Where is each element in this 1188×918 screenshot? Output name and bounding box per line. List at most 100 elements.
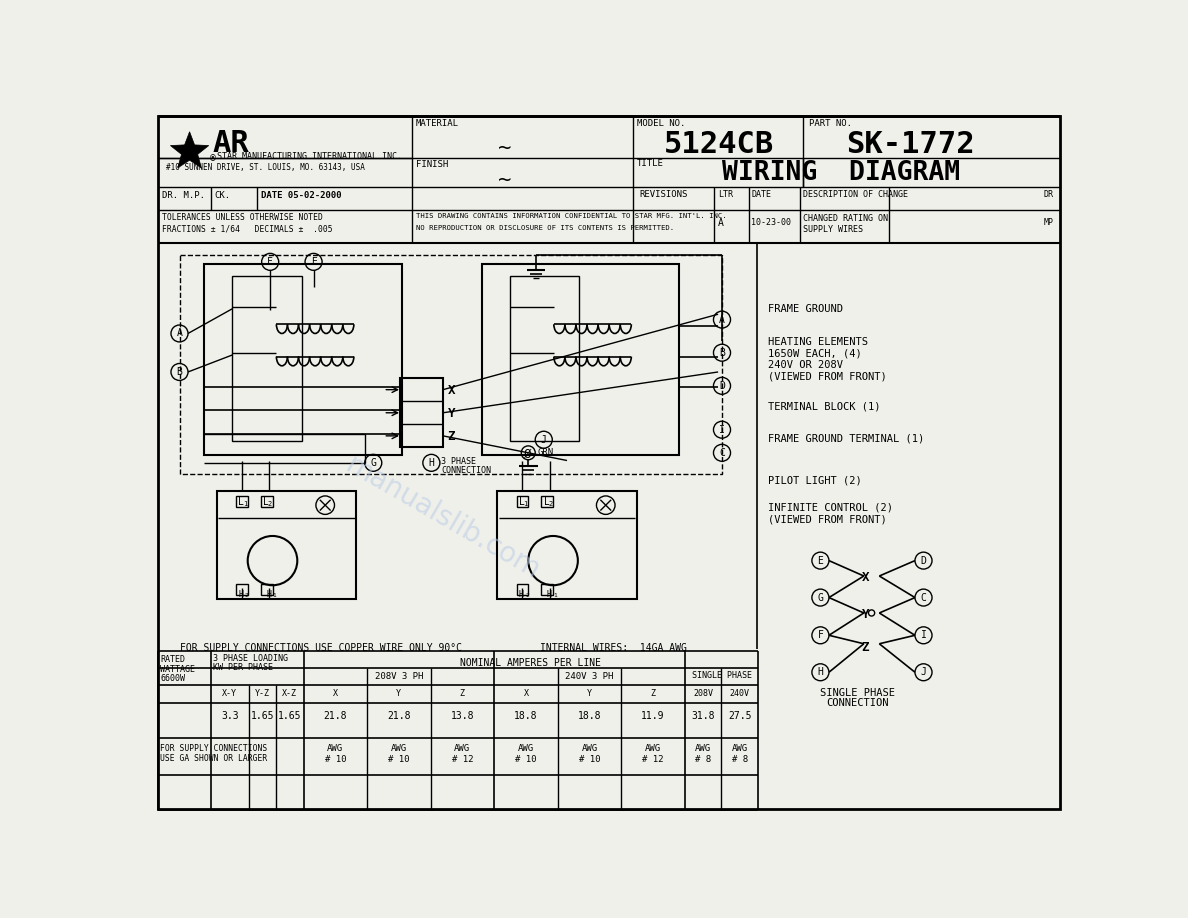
Text: B: B: [719, 348, 725, 358]
Text: manualslib.com: manualslib.com: [341, 451, 545, 586]
Text: KW PER PHASE: KW PER PHASE: [213, 663, 273, 672]
Text: AWG: AWG: [327, 744, 343, 753]
Text: H: H: [429, 458, 435, 468]
Text: (VIEWED FROM FRONT): (VIEWED FROM FRONT): [769, 514, 887, 524]
Text: INTERNAL WIRES:  14GA AWG: INTERNAL WIRES: 14GA AWG: [539, 643, 687, 653]
Text: AWG: AWG: [695, 744, 712, 753]
Text: ®: ®: [210, 153, 216, 163]
Text: H: H: [519, 590, 524, 599]
Text: FRAME GROUND: FRAME GROUND: [769, 304, 843, 314]
Text: C: C: [719, 448, 725, 458]
Text: WATTAGE: WATTAGE: [160, 665, 195, 674]
Text: 208V 3 PH: 208V 3 PH: [374, 672, 423, 681]
Text: GRN: GRN: [537, 448, 554, 457]
Text: L: L: [544, 498, 550, 508]
Text: 13.8: 13.8: [450, 711, 474, 721]
Text: # 10: # 10: [324, 755, 346, 764]
Polygon shape: [170, 131, 209, 168]
Text: G: G: [817, 593, 823, 602]
Text: DATE 05-02-2000: DATE 05-02-2000: [261, 191, 341, 200]
Text: MATERIAL: MATERIAL: [416, 119, 459, 129]
Text: L: L: [264, 498, 268, 508]
Text: # 8: # 8: [695, 755, 712, 764]
Text: H: H: [817, 667, 823, 677]
Text: # 8: # 8: [732, 755, 748, 764]
Text: X: X: [448, 385, 455, 397]
Text: NO REPRODUCTION OR DISCLOSURE OF ITS CONTENTS IS PERMITTED.: NO REPRODUCTION OR DISCLOSURE OF ITS CON…: [416, 225, 674, 231]
Text: PART NO.: PART NO.: [809, 118, 852, 128]
Text: 21.8: 21.8: [323, 711, 347, 721]
Text: SUPPLY WIRES: SUPPLY WIRES: [803, 225, 862, 234]
Text: AR: AR: [211, 129, 248, 158]
Text: AWG: AWG: [518, 744, 533, 753]
Text: G: G: [371, 458, 377, 468]
Text: L: L: [519, 498, 525, 508]
Text: X: X: [861, 571, 870, 584]
Text: J: J: [921, 667, 927, 677]
Text: ~: ~: [498, 138, 512, 158]
Text: 1: 1: [272, 593, 277, 598]
Text: E: E: [817, 555, 823, 565]
Text: USE GA SHOWN OR LARGER: USE GA SHOWN OR LARGER: [160, 754, 267, 763]
Text: MODEL NO.: MODEL NO.: [637, 118, 685, 128]
Text: L: L: [239, 498, 245, 508]
Text: 5124CB: 5124CB: [664, 130, 775, 159]
Text: X: X: [333, 689, 337, 699]
Text: ~: ~: [498, 170, 512, 190]
Text: FOR SUPPLY CONNECTIONS: FOR SUPPLY CONNECTIONS: [160, 744, 267, 753]
Text: DR. M.P.: DR. M.P.: [162, 191, 204, 200]
Text: AWG: AWG: [581, 744, 598, 753]
Text: # 12: # 12: [643, 755, 664, 764]
Text: FOR SUPPLY CONNECTIONS USE COPPER WIRE ONLY 90°C: FOR SUPPLY CONNECTIONS USE COPPER WIRE O…: [179, 643, 461, 653]
Bar: [400, 378, 443, 447]
Text: NOMINAL AMPERES PER LINE: NOMINAL AMPERES PER LINE: [461, 657, 601, 667]
Text: FRACTIONS ± 1/64   DECIMALS ±  .005: FRACTIONS ± 1/64 DECIMALS ± .005: [162, 224, 333, 233]
Text: FRAME GROUND TERMINAL (1): FRAME GROUND TERMINAL (1): [769, 433, 924, 443]
Text: SK-1772: SK-1772: [846, 130, 974, 159]
Text: 240V 3 PH: 240V 3 PH: [565, 672, 614, 681]
Bar: [510, 275, 580, 442]
Text: MP: MP: [1043, 218, 1054, 227]
Text: Z: Z: [448, 431, 455, 443]
Text: PILOT LIGHT (2): PILOT LIGHT (2): [769, 476, 862, 486]
Bar: [517, 584, 529, 595]
Text: C: C: [921, 593, 927, 602]
Text: CHANGED RATING ON: CHANGED RATING ON: [803, 214, 887, 223]
Text: Z: Z: [861, 642, 870, 655]
Text: Z: Z: [651, 689, 656, 699]
Text: STAR MANUFACTURING INTERNATIONAL INC.: STAR MANUFACTURING INTERNATIONAL INC.: [216, 151, 402, 161]
Text: Y-Z: Y-Z: [255, 689, 270, 699]
Text: (VIEWED FROM FRONT): (VIEWED FROM FRONT): [769, 372, 887, 382]
Text: DATE: DATE: [752, 190, 771, 199]
Text: 27.5: 27.5: [728, 711, 752, 721]
Bar: [542, 496, 554, 508]
Text: CK.: CK.: [214, 191, 230, 200]
Bar: [204, 264, 402, 455]
Text: 10-23-00: 10-23-00: [752, 218, 791, 227]
Text: A: A: [718, 218, 723, 228]
Text: 21.8: 21.8: [387, 711, 411, 721]
Text: 2: 2: [549, 500, 552, 507]
Bar: [261, 496, 272, 508]
Text: SINGLE PHASE: SINGLE PHASE: [691, 671, 752, 680]
Text: 3 PHASE LOADING: 3 PHASE LOADING: [213, 654, 287, 663]
Text: 31.8: 31.8: [691, 711, 715, 721]
Text: X-Z: X-Z: [282, 689, 297, 699]
Text: AWG: AWG: [391, 744, 406, 753]
Text: # 10: # 10: [388, 755, 410, 764]
Text: E: E: [310, 257, 316, 267]
Bar: [236, 496, 248, 508]
Text: H: H: [546, 590, 552, 599]
Text: TITLE: TITLE: [637, 160, 664, 168]
Text: Y: Y: [397, 689, 402, 699]
Text: INFINITE CONTROL (2): INFINITE CONTROL (2): [769, 503, 893, 513]
Bar: [216, 491, 356, 599]
Text: A: A: [177, 329, 183, 339]
Text: A: A: [719, 315, 725, 325]
Text: B: B: [177, 367, 183, 377]
Text: H: H: [266, 590, 271, 599]
Text: 11.9: 11.9: [642, 711, 665, 721]
Text: HEATING ELEMENTS: HEATING ELEMENTS: [769, 337, 868, 347]
Bar: [542, 584, 554, 595]
Bar: [261, 584, 272, 595]
